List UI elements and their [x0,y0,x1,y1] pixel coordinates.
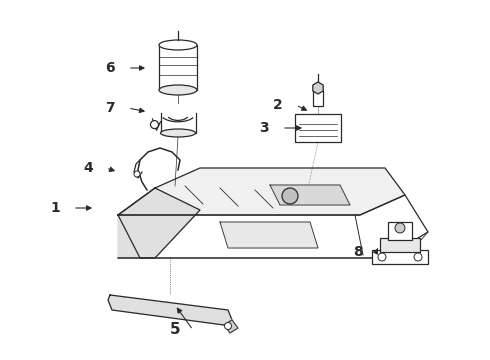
Bar [380,238,420,252]
Text: 5: 5 [170,323,180,338]
Polygon shape [118,168,405,215]
Bar [388,222,412,240]
Text: 2: 2 [273,98,283,112]
Polygon shape [108,295,232,325]
Circle shape [414,253,422,261]
Circle shape [282,188,298,204]
Ellipse shape [159,85,197,95]
Text: 8: 8 [353,245,363,259]
Text: 1: 1 [50,201,60,215]
Polygon shape [270,185,350,205]
Polygon shape [220,222,318,248]
Bar [313,90,323,106]
Circle shape [134,171,140,177]
Text: 4: 4 [83,161,93,175]
Bar [372,250,428,264]
Polygon shape [224,320,238,333]
Text: 3: 3 [259,121,269,135]
Bar [159,45,197,90]
Ellipse shape [159,40,197,50]
Polygon shape [118,188,200,258]
Text: 6: 6 [105,61,115,75]
Circle shape [150,121,158,129]
Text: 7: 7 [105,101,115,115]
Circle shape [395,223,405,233]
Polygon shape [118,195,428,258]
Circle shape [224,323,231,329]
Circle shape [378,253,386,261]
Bar [295,114,341,142]
Ellipse shape [161,129,196,137]
